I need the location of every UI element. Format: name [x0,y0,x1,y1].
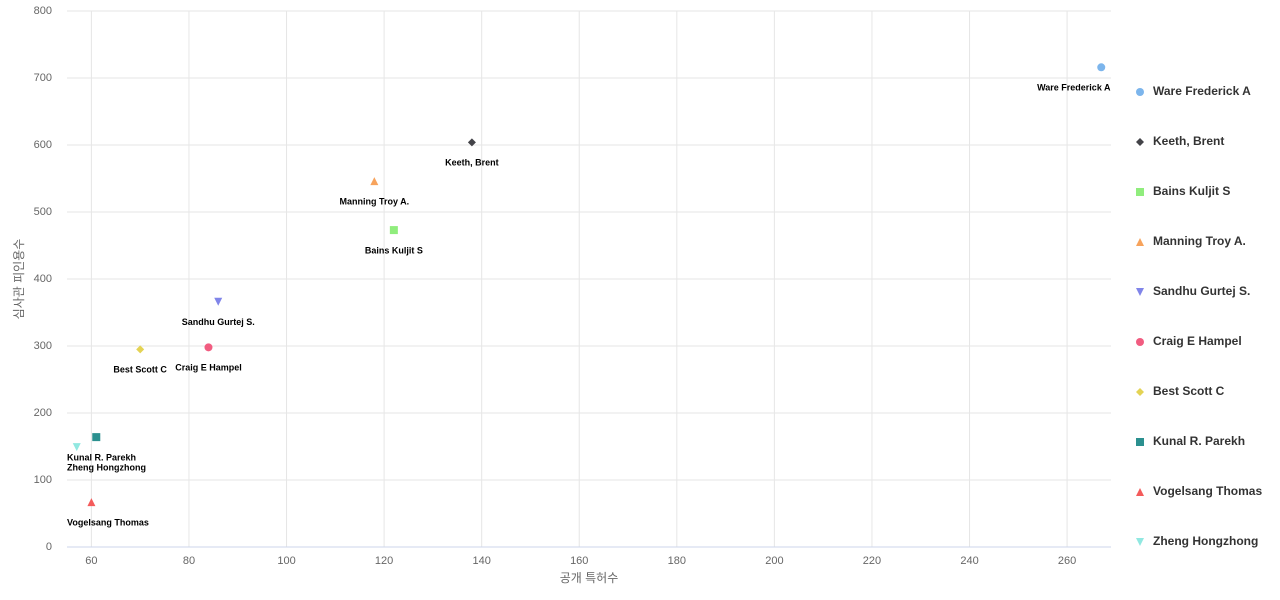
y-tick-label: 300 [34,340,52,352]
point [92,433,101,442]
legend-label[interactable]: Ware Frederick A [1153,84,1251,98]
data-label: Best Scott C [113,365,167,375]
legend-label[interactable]: Sandhu Gurtej S. [1153,284,1250,298]
y-axis-title: 심사관 피인용수 [12,239,26,320]
legend-label[interactable]: Craig E Hampel [1153,334,1242,348]
x-tick-label: 180 [668,555,686,567]
data-label: Vogelsang Thomas [67,517,149,527]
data-label: Craig E Hampel [175,363,242,373]
legend-label[interactable]: Manning Troy A. [1153,234,1246,248]
point [1097,63,1106,72]
x-tick-label: 240 [960,555,978,567]
point [370,177,379,186]
x-axis-title: 공개 특허수 [560,571,619,585]
data-label: Kunal R. Parekh [67,452,136,462]
y-tick-label: 400 [34,273,52,285]
x-tick-label: 260 [1058,555,1076,567]
legend-symbol [1136,238,1144,246]
legend-symbol [1136,88,1144,96]
x-tick-label: 200 [765,555,783,567]
x-tick-label: 100 [277,555,295,567]
legend-symbol [1136,388,1144,396]
point [204,343,213,352]
y-tick-label: 600 [34,139,52,151]
point [87,498,96,507]
point [214,297,223,306]
legend-label[interactable]: Kunal R. Parekh [1153,434,1245,448]
legend-symbol [1136,538,1144,546]
legend-symbol [1136,488,1144,496]
legend-symbol [1136,338,1144,346]
x-tick-label: 140 [472,555,490,567]
data-label: Bains Kuljit S [365,245,423,255]
y-tick-label: 0 [46,541,52,553]
point [467,138,476,147]
legend-symbol [1136,288,1144,296]
x-tick-label: 160 [570,555,588,567]
data-label: Manning Troy A. [340,197,410,207]
y-tick-label: 200 [34,407,52,419]
point [136,345,145,354]
data-label: Keeth, Brent [445,158,499,168]
legend-label[interactable]: Keeth, Brent [1153,134,1224,148]
legend-symbol [1136,188,1144,196]
legend-label[interactable]: Vogelsang Thomas [1153,484,1262,498]
x-tick-label: 120 [375,555,393,567]
legend-symbol [1136,138,1144,146]
legend-label[interactable]: Best Scott C [1153,384,1225,398]
y-tick-label: 100 [34,474,52,486]
x-tick-label: 220 [863,555,881,567]
legend-symbol [1136,438,1144,446]
point [389,226,398,235]
legend-label[interactable]: Zheng Hongzhong [1153,534,1258,548]
legend-label[interactable]: Bains Kuljit S [1153,184,1230,198]
data-label: Sandhu Gurtej S. [182,317,255,327]
data-label: Zheng Hongzhong [67,463,146,473]
data-label: Ware Frederick A [1037,83,1111,93]
y-tick-label: 700 [34,72,52,84]
y-tick-label: 800 [34,5,52,17]
x-tick-label: 60 [85,555,97,567]
point [72,443,81,452]
y-tick-label: 500 [34,206,52,218]
x-tick-label: 80 [183,555,195,567]
